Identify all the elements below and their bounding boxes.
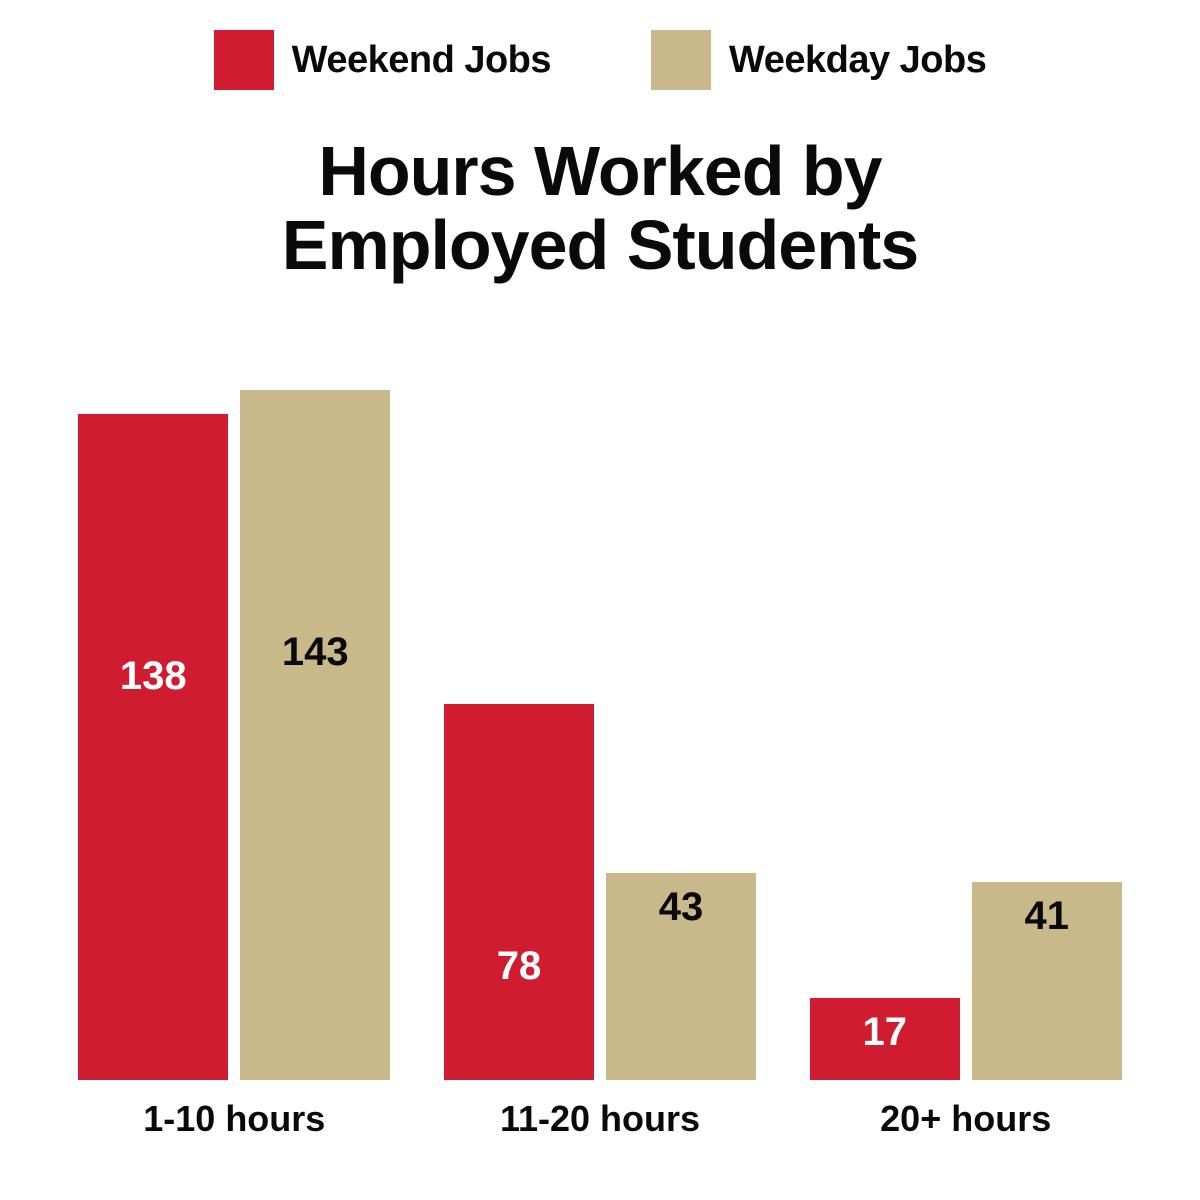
legend-item-weekday: Weekday Jobs (651, 30, 986, 90)
legend-item-weekend: Weekend Jobs (214, 30, 551, 90)
chart-area: 13814378431741 1-10 hours11-20 hours20+ … (70, 390, 1130, 1140)
bar-group-0: 138 143 (70, 390, 399, 1080)
chart-title: Hours Worked byEmployed Students (0, 135, 1200, 282)
bar-weekday-jobs-2: 41 (972, 882, 1122, 1080)
bar-value-label: 41 (972, 894, 1122, 939)
bar-weekday-jobs-1: 43 (606, 873, 756, 1080)
x-axis-label-1: 11-20 hours (436, 1098, 765, 1140)
legend-label-weekday: Weekday Jobs (729, 39, 986, 82)
bar-value-label: 78 (444, 944, 594, 989)
x-axis-labels: 1-10 hours 11-20 hours 20+ hours (70, 1098, 1130, 1140)
legend-label-weekend: Weekend Jobs (292, 39, 551, 82)
legend-swatch-weekend (214, 30, 274, 90)
legend-swatch-weekday (651, 30, 711, 90)
x-axis-label-2: 20+ hours (801, 1098, 1130, 1140)
bar-weekend-jobs-0: 138 (78, 414, 228, 1080)
bar-value-label: 138 (78, 654, 228, 699)
bar-weekday-jobs-0: 143 (240, 390, 390, 1080)
x-axis-label-0: 1-10 hours (70, 1098, 399, 1140)
bar-value-label: 43 (606, 885, 756, 930)
legend: Weekend Jobs Weekday Jobs (0, 0, 1200, 90)
bar-group-2: 1741 (801, 882, 1130, 1080)
bar-value-label: 143 (240, 630, 390, 675)
bar-value-label: 17 (810, 1010, 960, 1055)
bar-group-1: 78 43 (436, 704, 765, 1080)
bar-groups: 13814378431741 (70, 390, 1130, 1080)
chart-title-line-0: Hours Worked by (0, 135, 1200, 209)
bar-weekend-jobs-1: 78 (444, 704, 594, 1080)
chart-title-line-1: Employed Students (0, 209, 1200, 283)
bar-weekend-jobs-2: 17 (810, 998, 960, 1080)
